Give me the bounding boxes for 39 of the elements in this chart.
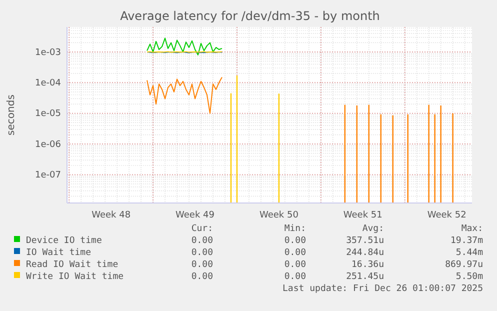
text: 0.00 <box>284 272 306 282</box>
x-tick-label: Week 49 <box>176 210 215 220</box>
y-tick-label: 1e-06 <box>35 140 62 150</box>
text: 0.00 <box>191 236 213 246</box>
text: 5.44m <box>456 248 483 258</box>
legend-label: IO Wait time <box>26 248 92 258</box>
line-series <box>146 76 222 114</box>
text: 251.45u <box>346 272 384 282</box>
x-tick-label: Week 51 <box>343 210 382 220</box>
x-tick-label: Week 52 <box>427 210 466 220</box>
text: 0.00 <box>284 248 306 258</box>
y-tick-label: 1e-05 <box>35 109 61 120</box>
legend-label: Write IO Wait time <box>26 272 124 282</box>
text: 19.37m <box>450 236 483 246</box>
text: Max: <box>461 224 483 234</box>
text: 0.00 <box>284 236 306 246</box>
text: Avg: <box>362 224 384 234</box>
text: 0.00 <box>191 272 213 282</box>
legend-label: Read IO Wait time <box>26 260 118 270</box>
y-tick-label: 1e-04 <box>35 78 62 89</box>
y-axis-title: seconds <box>6 94 17 136</box>
text: Last update: Fri Dec 26 01:00:07 2025 <box>282 284 483 294</box>
chart-title: Average latency for /dev/dm-35 - by month <box>120 9 380 23</box>
text: 16.36u <box>351 260 384 270</box>
text: Min: <box>284 224 306 234</box>
x-tick-label: Week 50 <box>259 210 299 220</box>
text: 357.51u <box>346 236 384 246</box>
text: 869.97u <box>445 260 483 270</box>
y-tick-label: 1e-03 <box>35 48 61 58</box>
text: 0.00 <box>191 260 213 270</box>
text: Cur: <box>191 224 213 234</box>
legend-label: Device IO time <box>26 236 102 246</box>
text: 244.84u <box>346 248 384 258</box>
x-tick-label: Week 48 <box>92 210 131 220</box>
text: 5.50m <box>456 272 483 282</box>
text: 0.00 <box>284 260 306 270</box>
text: 0.00 <box>191 248 213 258</box>
line-series <box>146 38 222 56</box>
y-tick-label: 1e-07 <box>35 170 61 181</box>
